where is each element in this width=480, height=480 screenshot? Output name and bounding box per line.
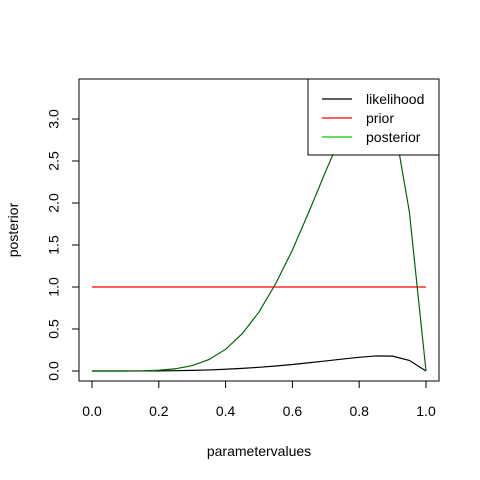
legend-label-likelihood: likelihood: [366, 91, 424, 107]
y-tick-label: 1.5: [46, 235, 62, 255]
y-axis-title: posterior: [5, 202, 21, 257]
y-axis: 0.0 0.5 1.0 1.5 2.0 2.5 3.0: [46, 109, 80, 381]
x-axis: 0.0 0.2 0.4 0.6 0.8 1.0: [82, 380, 436, 419]
y-tick-label: 1.0: [46, 277, 62, 297]
x-tick-label: 1.0: [416, 403, 436, 419]
series-line-likelihood: [92, 355, 427, 372]
x-tick-label: 0.2: [149, 403, 169, 419]
legend: likelihood prior posterior: [307, 78, 440, 156]
legend-label-prior: prior: [366, 110, 394, 126]
x-tick-label: 0.0: [82, 403, 102, 419]
x-tick-label: 0.8: [349, 403, 369, 419]
legend-label-posterior: posterior: [366, 129, 421, 145]
x-tick-label: 0.6: [283, 403, 303, 419]
x-axis-title: parametervalues: [207, 443, 311, 459]
legend-box: [307, 78, 440, 156]
y-tick-label: 0.0: [46, 361, 62, 381]
x-tick-label: 0.4: [216, 403, 236, 419]
y-tick-label: 2.0: [46, 193, 62, 213]
y-tick-label: 2.5: [46, 151, 62, 171]
y-tick-label: 3.0: [46, 109, 62, 129]
y-tick-label: 0.5: [46, 319, 62, 339]
